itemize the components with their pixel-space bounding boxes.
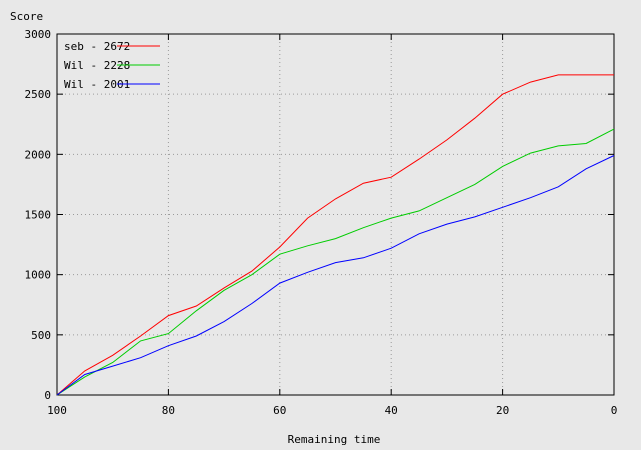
axis-ticks: 0 500 1000 1500 2000 2500 3000 100 80 60 40 20 0 — [25, 28, 618, 417]
y-tick-label: 2500 — [25, 88, 52, 101]
y-tick-label: 1500 — [25, 209, 52, 222]
y-tick-label: 0 — [44, 389, 51, 402]
x-tick-label: 80 — [162, 404, 175, 417]
x-tick-label: 20 — [496, 404, 509, 417]
x-tick-label: 60 — [273, 404, 286, 417]
y-tick-label: 2000 — [25, 148, 52, 161]
series-line — [56, 128, 615, 396]
grid — [57, 34, 614, 395]
x-tick-label: 40 — [385, 404, 398, 417]
y-tick-label: 1000 — [25, 269, 52, 282]
legend-label: Wil - 2001 — [64, 78, 130, 91]
series-line — [56, 155, 615, 396]
legend-label: seb - 2672 — [64, 40, 130, 53]
x-axis-label: Remaining time — [288, 433, 381, 446]
x-tick-label: 0 — [611, 404, 618, 417]
series-lines — [56, 74, 615, 396]
y-tick-label: 3000 — [25, 28, 52, 41]
y-tick-label: 500 — [31, 329, 51, 342]
series-line — [56, 74, 614, 396]
legend-label: Wil - 2228 — [64, 59, 130, 72]
legend: seb - 2672 Wil - 2228 Wil - 2001 — [64, 40, 160, 91]
y-axis-label: Score — [10, 10, 43, 23]
x-tick-label: 100 — [47, 404, 67, 417]
